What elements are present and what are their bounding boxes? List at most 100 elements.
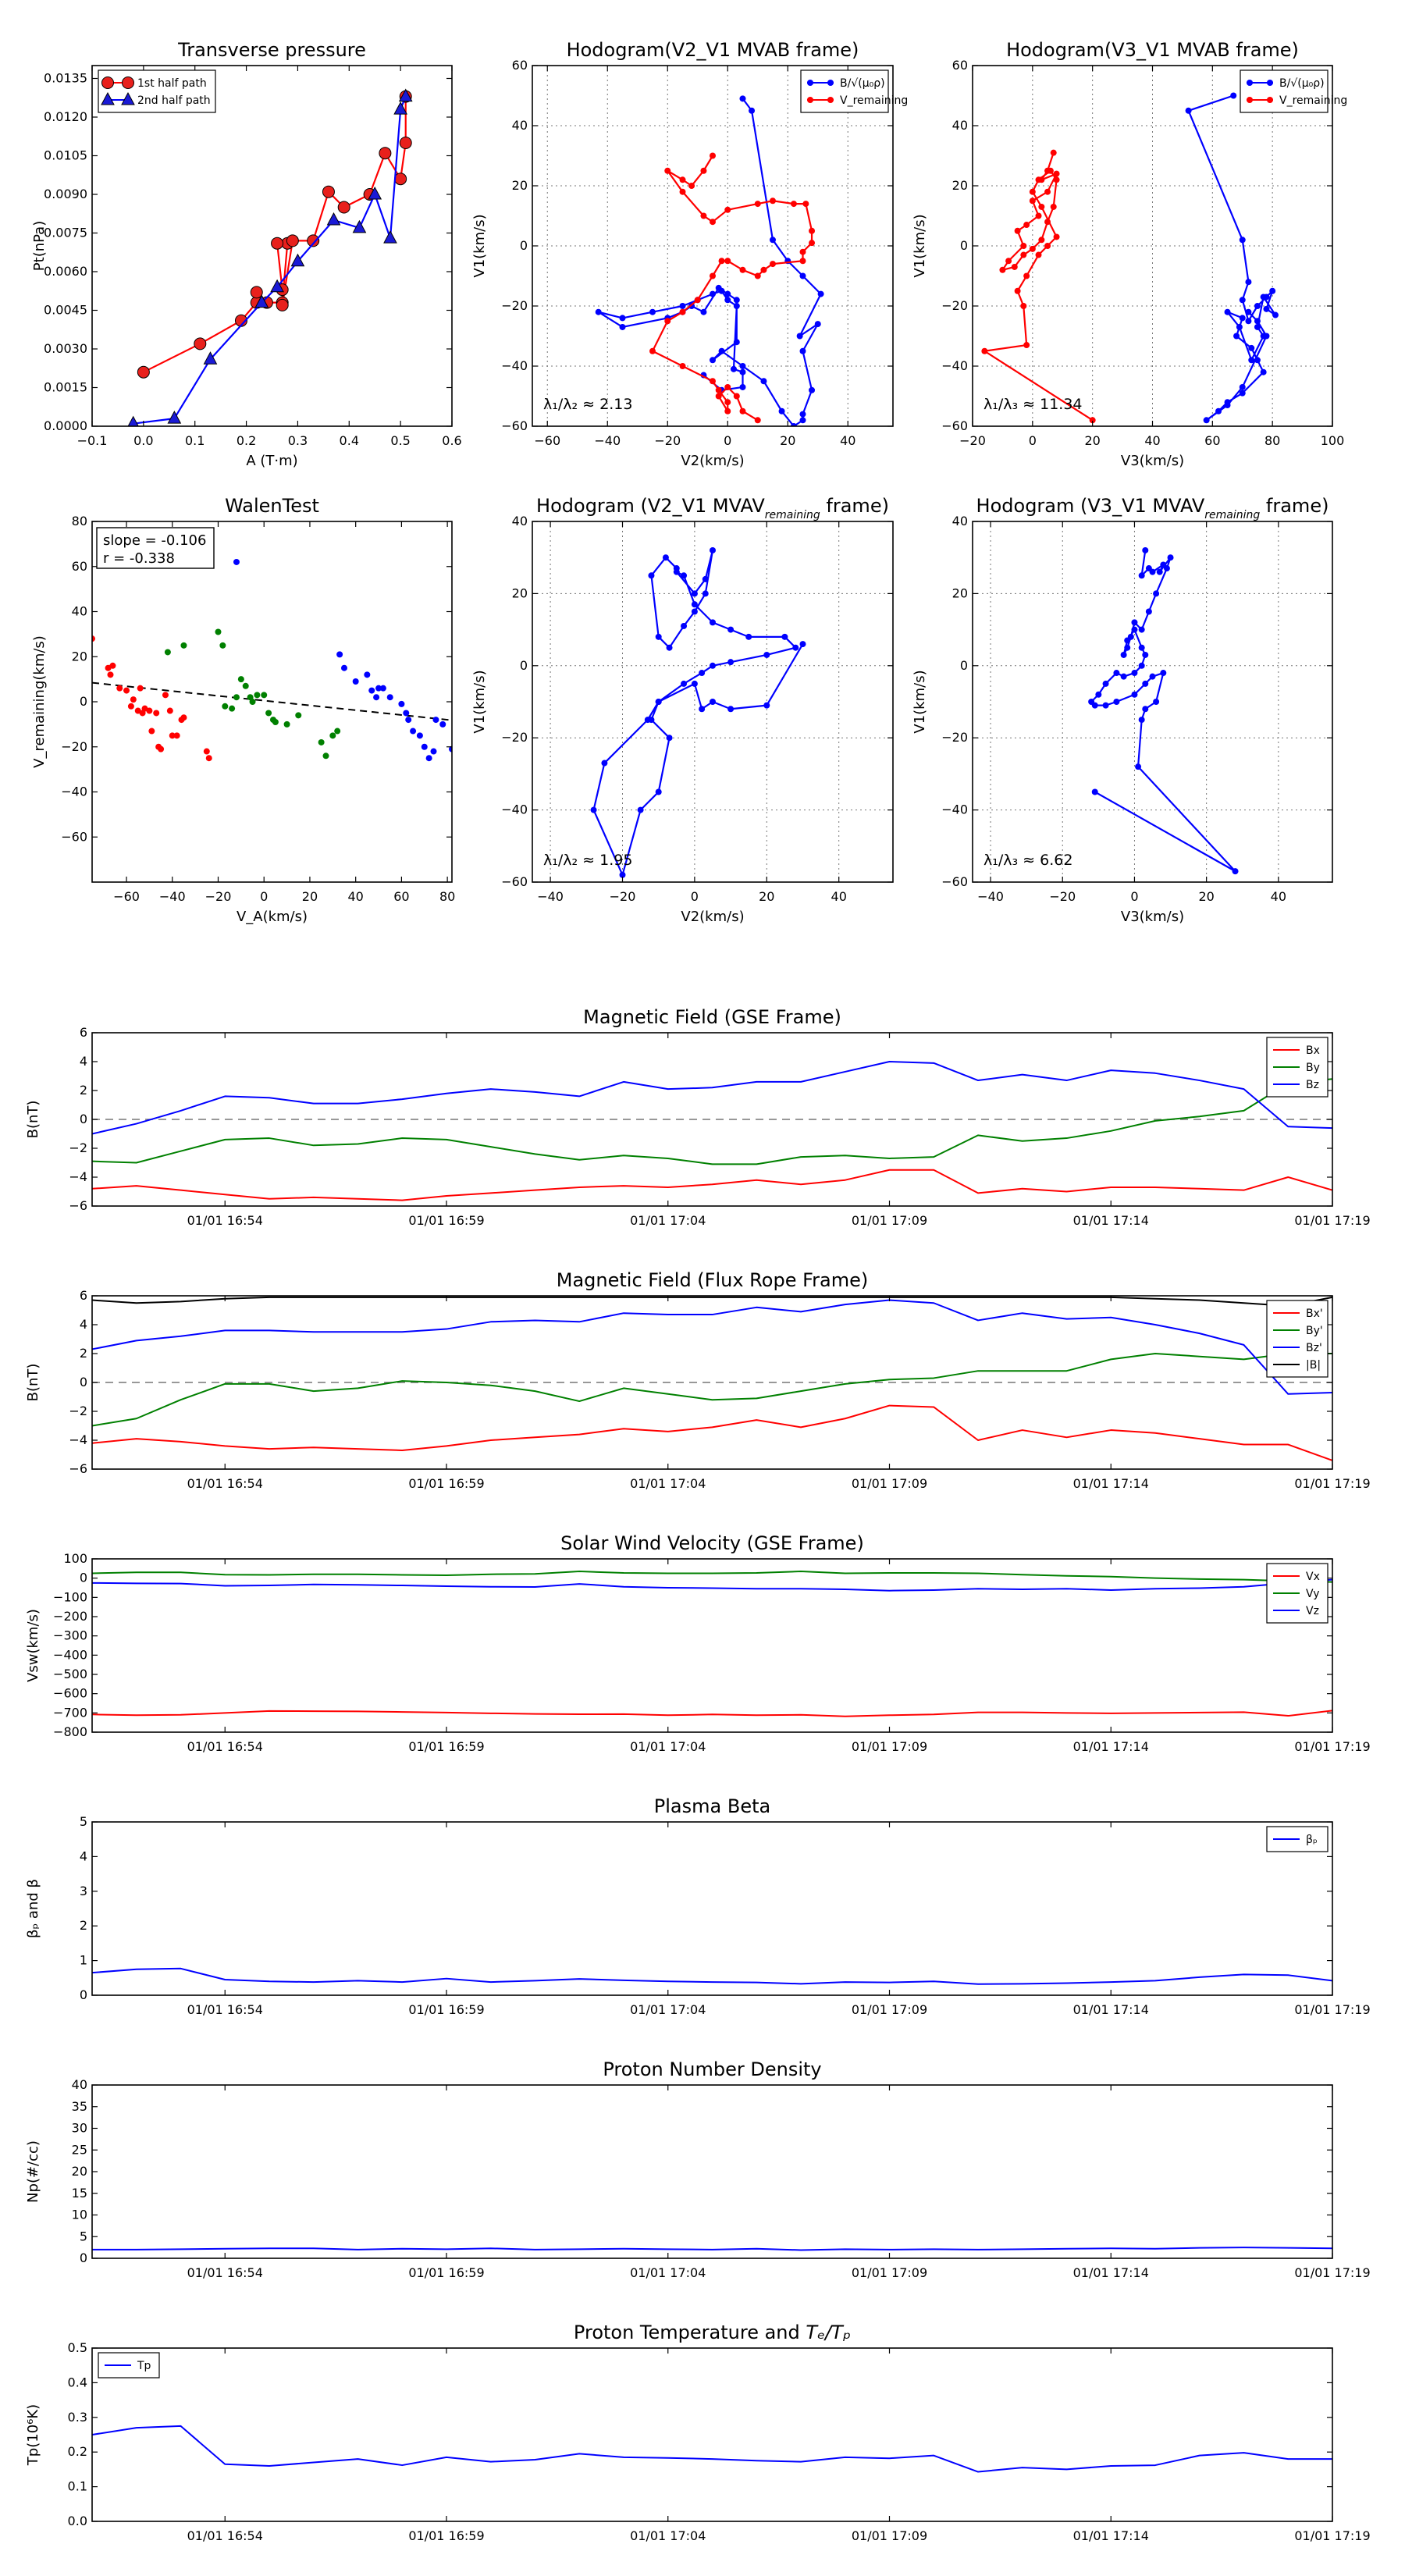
data-point [1124,637,1131,644]
chart-title: Hodogram(V3_V1 MVAB frame) [1006,39,1299,61]
y-tick-label: 30 [72,2121,87,2136]
data-point [681,572,688,579]
data-point [1149,673,1156,680]
x-tick-label: 20 [302,889,318,904]
plot-area [92,1967,1332,1985]
data-point [368,687,375,694]
x-tick-label: 100 [1321,433,1345,448]
x-tick-label: 0.1 [185,433,205,448]
legend-box [1240,69,1329,113]
data-point [334,728,341,735]
data-point [718,347,725,354]
data-point [754,272,761,279]
data-point [1014,227,1021,234]
x-tick-label: 01/01 17:14 [1073,2265,1149,2280]
legend-marker [807,97,813,103]
data-point [340,664,347,671]
data-point [153,710,160,717]
plot-area [92,1296,1332,1461]
data-point [1254,357,1261,364]
data-point [254,692,261,699]
data-point [763,702,770,709]
chart-title: Magnetic Field (Flux Rope Frame) [557,1269,868,1291]
x-tick-label: 01/01 17:09 [852,1213,927,1228]
data-point [1149,568,1156,575]
legend-label: Bx' [1306,1308,1323,1320]
data-point [739,383,746,390]
x-tick-label: 40 [1144,433,1160,448]
y-tick-label: 0 [80,1987,87,2002]
data-point [681,680,688,687]
data-point [439,720,446,728]
y-tick-label: −2 [69,1140,87,1155]
data-point [322,753,329,760]
title-subscript: remaining [1204,509,1260,521]
y-tick-label: 2 [80,1346,87,1361]
series-line-Vx [92,1710,1332,1717]
chart-proton-temperature: 01/01 16:54 01/01 16:59 01/01 17:04 01/01 1… [25,2322,1371,2543]
y-axis-label: V1(km/s) [912,214,928,277]
data-point [724,407,731,415]
data-point [710,699,716,705]
data-point [1113,670,1120,677]
x-tick-label: −0.1 [77,433,108,448]
legend: Vx Vy Vz [1266,1563,1329,1624]
data-point [1138,717,1145,724]
x-tick-label: 0 [260,889,268,904]
x-tick-label: 0.3 [288,433,308,448]
y-axis-label: B(nT) [25,1364,41,1402]
data-point [739,363,746,369]
plot-area [92,2425,1332,2473]
data-point [595,308,602,315]
title-subscript: remaining [765,509,820,521]
data-point [1053,176,1060,183]
data-point [1023,342,1030,349]
data-point [770,261,776,268]
data-point [770,197,776,205]
legend-marker [827,80,834,86]
data-point [229,705,236,712]
data-point [1215,407,1222,415]
legend-marker [101,76,114,89]
x-tick-label: 40 [347,889,363,904]
data-point [1239,237,1246,244]
data-point [1050,203,1057,210]
data-point [261,692,268,699]
title-end: frame) [820,495,889,517]
data-point [817,290,824,297]
data-point [679,308,686,315]
y-tick-label: 3 [80,1884,87,1898]
legend-label: B/√(μ₀ρ) [1279,77,1325,90]
data-point [814,321,821,328]
legend-label: 1st half path [137,77,207,90]
data-point [655,633,662,640]
y-tick-label: 60 [952,58,968,73]
legend: B/√(μ₀ρ) V_remaining [1240,69,1347,113]
y-tick-label: 6 [80,1025,87,1040]
data-point [373,694,380,701]
x-tick-label: 01/01 17:09 [852,1739,927,1754]
y-tick-label: 0.0090 [44,187,87,201]
y-tick-label: 20 [952,178,968,193]
eigenvalue-ratio: λ₁/λ₂ ≈ 2.13 [543,396,632,413]
data-point [1020,251,1027,258]
data-point [699,670,706,677]
y-tick-label: 2 [80,1918,87,1933]
x-tick-label: 20 [759,889,774,904]
x-tick-label: −20 [654,433,681,448]
x-tick-label: 20 [1198,889,1214,904]
data-point [702,590,709,597]
x-tick-label: 01/01 16:54 [187,1213,263,1228]
plot-frame [91,65,453,427]
x-tick-label: 0.2 [237,433,256,448]
plot-frame [972,521,1333,883]
data-point [1156,568,1163,575]
data-point [648,717,655,724]
x-tick-label: 01/01 17:04 [630,2265,706,2280]
y-tick-label: −20 [941,730,968,745]
y-tick-label: −60 [501,874,528,889]
y-tick-label: −300 [53,1628,87,1643]
data-point [283,720,290,728]
y-axis-label: V1(km/s) [912,670,928,733]
data-point [368,186,382,200]
